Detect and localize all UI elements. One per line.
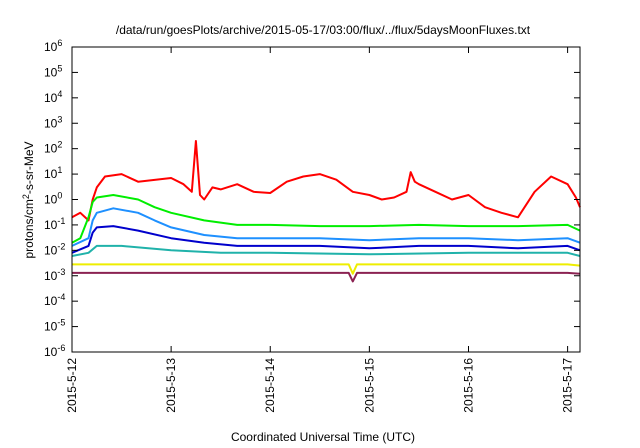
y-axis-label-pre: protons/cm	[22, 199, 36, 258]
y-tick-label: 10-1	[44, 216, 65, 232]
y-tick-label-base: 10	[44, 269, 58, 283]
x-tick-label: 2015-5-16	[461, 358, 475, 413]
series-line-6	[72, 271, 581, 283]
series-line-3	[71, 225, 581, 254]
y-tick-label-exp: 0	[57, 191, 62, 201]
y-tick-label-base: 10	[44, 65, 58, 79]
y-tick-label-exp: 5	[57, 63, 62, 73]
y-tick-label-exp: 4	[57, 89, 62, 99]
y-tick-label: 10-3	[44, 267, 65, 283]
y-axis-label-sup: 2	[21, 194, 31, 199]
y-tick-label-exp: 2	[57, 140, 62, 150]
series-line-4	[71, 244, 581, 257]
y-tick-label-base: 10	[44, 40, 58, 54]
y-tick-label: 10-5	[44, 318, 65, 334]
y-tick-label-base: 10	[44, 116, 58, 130]
y-tick-label-exp: -4	[57, 292, 65, 302]
chart-title: /data/run/goesPlots/archive/2015-05-17/0…	[116, 23, 531, 37]
series-line-0	[71, 140, 581, 222]
y-tick-label: 10-6	[44, 343, 65, 359]
plot-series	[71, 140, 581, 283]
series-line-5	[72, 263, 581, 275]
y-tick-label: 105	[44, 63, 62, 79]
y-tick-label-exp: -1	[57, 216, 65, 226]
y-tick-label: 102	[44, 140, 62, 156]
y-tick-label-base: 10	[44, 167, 58, 181]
y-tick-label: 106	[44, 38, 62, 54]
y-tick-label-base: 10	[44, 91, 58, 105]
x-axis: 2015-5-12 2015-5-13 2015-5-14 2015-5-15 2015…	[65, 47, 575, 413]
y-tick-label-exp: -5	[57, 318, 65, 328]
x-tick-label: 2015-5-17	[561, 358, 575, 413]
x-axis-label: Coordinated Universal Time (UTC)	[231, 430, 415, 444]
y-tick-label-base: 10	[44, 294, 58, 308]
x-tick-label: 2015-5-15	[362, 358, 376, 413]
x-tick-label: 2015-5-14	[263, 358, 277, 413]
y-tick-label-base: 10	[44, 320, 58, 334]
y-tick-label: 10-4	[44, 292, 65, 308]
y-tick-label-base: 10	[44, 243, 58, 257]
series-line-1	[71, 194, 581, 244]
x-tick-label: 2015-5-13	[164, 358, 178, 413]
y-tick-label-base: 10	[44, 345, 58, 359]
y-tick-label-exp: 1	[57, 165, 62, 175]
series-line-2	[71, 207, 581, 247]
y-tick-label-base: 10	[44, 218, 58, 232]
x-tick-label: 2015-5-12	[65, 358, 79, 413]
y-tick-label-exp: -3	[57, 267, 65, 277]
y-axis: 10-610-510-410-310-210-11001011021031041…	[44, 38, 580, 359]
y-tick-label: 10-2	[44, 241, 65, 257]
y-tick-label-base: 10	[44, 193, 58, 207]
y-tick-label-base: 10	[44, 142, 58, 156]
y-tick-label-exp: -6	[57, 343, 65, 353]
y-tick-label-exp: 6	[57, 38, 62, 48]
y-tick-label-exp: 3	[57, 114, 62, 124]
y-axis-label: protons/cm2-s-sr-MeV	[21, 141, 36, 258]
y-tick-label: 100	[44, 191, 62, 207]
y-tick-label: 103	[44, 114, 62, 130]
plot-frame	[71, 46, 581, 353]
y-tick-label: 104	[44, 89, 62, 105]
y-tick-label: 101	[44, 165, 62, 181]
y-tick-label-exp: -2	[57, 241, 65, 251]
y-axis-label-post: -s-sr-MeV	[22, 141, 36, 194]
